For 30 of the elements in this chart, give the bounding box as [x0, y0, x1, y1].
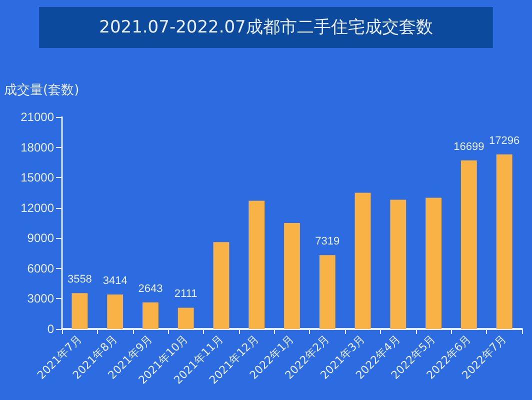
- data-label: 7319: [315, 236, 340, 248]
- bar: [426, 198, 442, 329]
- y-tick-label: 9000: [27, 231, 54, 246]
- bar: [142, 302, 158, 329]
- data-label: 3558: [67, 274, 92, 286]
- y-tick-label: 6000: [27, 261, 54, 276]
- y-tick-label: 0: [47, 322, 54, 336]
- data-label: 2643: [138, 282, 163, 295]
- data-label: 17296: [489, 134, 520, 147]
- bar: [248, 200, 265, 329]
- y-axis-title: 成交量(套数): [4, 82, 80, 98]
- bar: [460, 160, 477, 329]
- y-tick-label: 12000: [20, 200, 54, 215]
- y-tick-label: 15000: [20, 170, 54, 185]
- bar: [72, 293, 88, 329]
- bar: [178, 308, 194, 329]
- bar: [390, 200, 406, 329]
- bar: [319, 255, 336, 329]
- bar: [107, 294, 124, 329]
- data-label: 16699: [454, 140, 484, 153]
- y-tick-label: 3000: [27, 292, 54, 306]
- y-tick-label: 18000: [20, 140, 54, 154]
- bar: [354, 192, 371, 329]
- data-label: 3414: [102, 275, 128, 288]
- bar: [496, 154, 512, 329]
- data-label: 2111: [174, 288, 198, 300]
- bar: [284, 223, 300, 329]
- y-tick-label: 21000: [20, 110, 54, 124]
- chart-title: 2021.07-2022.07成都市二手住宅成交套数: [99, 18, 433, 38]
- bar: [213, 242, 230, 329]
